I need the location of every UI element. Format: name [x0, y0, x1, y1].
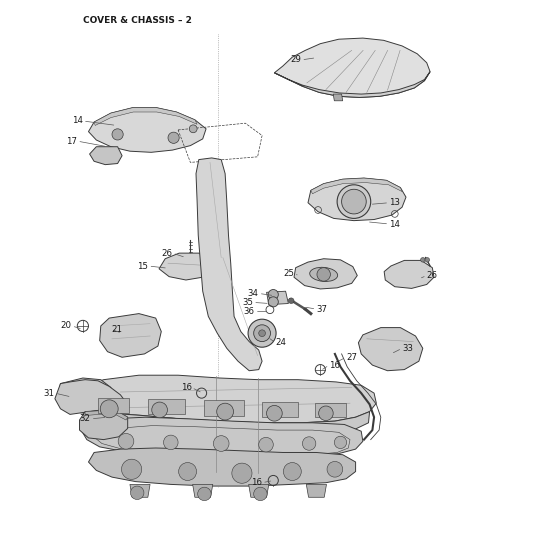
Text: 24: 24	[276, 338, 287, 347]
Text: 37: 37	[316, 305, 328, 314]
Text: 17: 17	[66, 137, 77, 146]
Polygon shape	[85, 410, 128, 420]
Polygon shape	[294, 259, 357, 289]
Circle shape	[198, 487, 211, 501]
Circle shape	[164, 435, 178, 450]
Polygon shape	[80, 400, 370, 434]
Polygon shape	[306, 484, 326, 497]
Circle shape	[100, 400, 118, 418]
Circle shape	[302, 437, 316, 450]
Circle shape	[179, 463, 197, 480]
Polygon shape	[193, 484, 213, 497]
Text: 32: 32	[80, 414, 91, 423]
Circle shape	[288, 298, 294, 304]
Polygon shape	[81, 417, 363, 458]
Polygon shape	[81, 375, 376, 423]
Circle shape	[283, 463, 301, 480]
Text: 33: 33	[402, 344, 413, 353]
Circle shape	[421, 258, 425, 262]
Text: 26: 26	[427, 271, 438, 280]
Text: 34: 34	[248, 289, 259, 298]
Polygon shape	[311, 178, 402, 194]
Circle shape	[268, 290, 278, 300]
Circle shape	[259, 437, 273, 452]
Text: 27: 27	[346, 353, 357, 362]
Polygon shape	[249, 484, 269, 497]
Circle shape	[317, 268, 330, 281]
Circle shape	[232, 463, 252, 483]
Polygon shape	[55, 380, 129, 414]
Circle shape	[267, 405, 282, 421]
Circle shape	[254, 325, 270, 342]
Polygon shape	[384, 260, 434, 288]
Polygon shape	[90, 147, 122, 165]
Bar	[315, 403, 346, 417]
Polygon shape	[159, 253, 212, 280]
Polygon shape	[308, 178, 406, 221]
Circle shape	[130, 486, 144, 500]
Polygon shape	[196, 158, 262, 371]
Circle shape	[334, 436, 347, 449]
Circle shape	[189, 125, 197, 133]
Polygon shape	[100, 314, 161, 357]
Circle shape	[342, 189, 366, 214]
Bar	[98, 398, 129, 413]
Polygon shape	[59, 378, 111, 413]
Circle shape	[168, 132, 179, 143]
Circle shape	[118, 433, 134, 449]
Polygon shape	[267, 291, 288, 305]
Text: COVER & CHASSIS – 2: COVER & CHASSIS – 2	[83, 16, 192, 25]
Circle shape	[327, 461, 343, 477]
Bar	[148, 399, 185, 414]
Circle shape	[112, 129, 123, 140]
Circle shape	[248, 319, 276, 347]
Circle shape	[268, 297, 278, 307]
Text: 16: 16	[180, 383, 192, 392]
Text: 26: 26	[161, 249, 172, 258]
Text: 20: 20	[60, 321, 72, 330]
Text: 35: 35	[242, 298, 253, 307]
Text: 14: 14	[389, 220, 400, 228]
Text: 16: 16	[251, 478, 262, 487]
Circle shape	[259, 330, 265, 337]
Polygon shape	[88, 448, 356, 486]
Polygon shape	[80, 410, 128, 440]
Text: 21: 21	[111, 325, 122, 334]
Text: 36: 36	[244, 307, 255, 316]
Circle shape	[425, 258, 430, 262]
Bar	[204, 400, 244, 416]
Text: 25: 25	[283, 269, 294, 278]
Circle shape	[319, 406, 333, 421]
Circle shape	[152, 402, 167, 418]
Ellipse shape	[310, 267, 338, 282]
Polygon shape	[130, 484, 150, 497]
Circle shape	[217, 403, 234, 420]
Text: 16: 16	[329, 361, 340, 370]
Text: 31: 31	[44, 389, 55, 398]
Text: 15: 15	[137, 262, 148, 270]
Circle shape	[122, 459, 142, 479]
Polygon shape	[358, 328, 423, 371]
Bar	[262, 402, 298, 417]
Text: 13: 13	[389, 198, 400, 207]
Text: 14: 14	[72, 116, 83, 125]
Polygon shape	[274, 72, 430, 97]
Polygon shape	[88, 108, 206, 152]
Circle shape	[337, 185, 371, 218]
Polygon shape	[274, 38, 430, 97]
Text: 29: 29	[291, 55, 301, 64]
Polygon shape	[333, 94, 343, 101]
Circle shape	[254, 487, 267, 501]
Polygon shape	[94, 108, 197, 125]
Circle shape	[213, 436, 229, 451]
